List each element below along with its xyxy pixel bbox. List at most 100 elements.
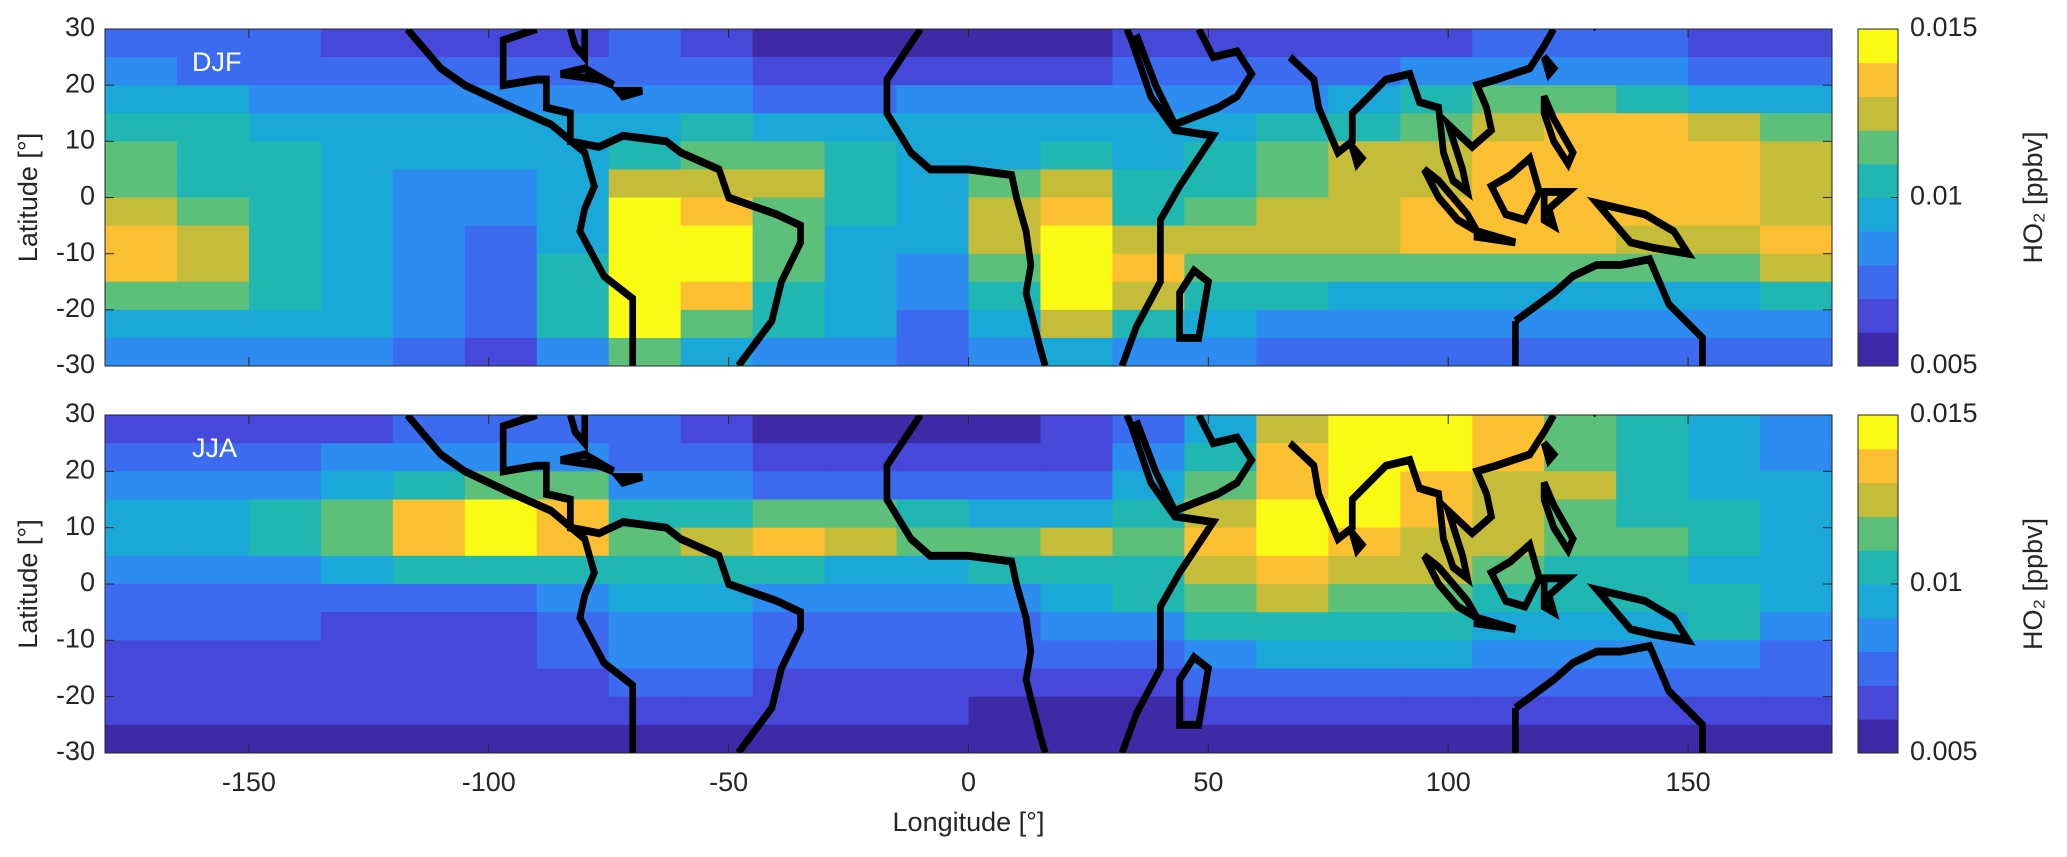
- heatmap-cell: [1184, 337, 1257, 366]
- heatmap-cell: [320, 29, 394, 58]
- heatmap-cell: [896, 281, 970, 311]
- heatmap-cell: [824, 197, 898, 227]
- heatmap-cell: [824, 696, 898, 726]
- heatmap-cell: [1760, 281, 1832, 311]
- heatmap-cell: [320, 253, 394, 283]
- heatmap-cell: [1256, 499, 1329, 529]
- heatmap-cell: [1544, 443, 1617, 472]
- heatmap-cell: [680, 443, 754, 472]
- heatmap-cell: [752, 337, 826, 366]
- heatmap-cell: [248, 640, 322, 670]
- heatmap-cell: [1616, 113, 1689, 142]
- heatmap-cell: [1472, 696, 1545, 726]
- heatmap-cell: [1688, 499, 1761, 529]
- heatmap-cell: [1184, 169, 1257, 199]
- heatmap-cell: [464, 724, 538, 753]
- heatmap-cell: [680, 668, 754, 698]
- heatmap-cell: [896, 113, 970, 142]
- heatmap-cell: [824, 337, 898, 366]
- heatmap-cell: [392, 141, 466, 171]
- heatmap-cell: [968, 584, 1042, 613]
- heatmap-cell: [536, 555, 610, 585]
- heatmap-cell: [1256, 527, 1329, 557]
- heatmap-cell: [1328, 281, 1401, 311]
- heatmap-cell: [464, 141, 538, 171]
- heatmap-cell: [1616, 668, 1689, 698]
- heatmap-cell: [1760, 225, 1832, 255]
- heatmap-cell: [1328, 696, 1401, 726]
- heatmap-cell: [1472, 309, 1545, 339]
- panel-label: DJF: [192, 47, 242, 77]
- heatmap-cell: [392, 85, 466, 114]
- heatmap-cell: [1040, 309, 1114, 339]
- heatmap-cell: [1112, 415, 1185, 444]
- heatmap-cell: [608, 555, 682, 585]
- heatmap-cell: [680, 113, 754, 142]
- heatmap-cell: [1616, 527, 1689, 557]
- heatmap-cell: [896, 640, 970, 670]
- heatmap-cell: [1688, 612, 1761, 641]
- heatmap-cell: [320, 527, 394, 557]
- heatmap-cell: [1256, 253, 1329, 283]
- heatmap-cell: [1688, 225, 1761, 255]
- heatmap-cell: [1688, 113, 1761, 142]
- heatmap-cell: [752, 527, 826, 557]
- heatmap-cell: [320, 584, 394, 613]
- heatmap-cell: [105, 471, 178, 501]
- heatmap-cell: [752, 113, 826, 142]
- colorbar-swatch: [1858, 62, 1898, 97]
- heatmap-cell: [680, 253, 754, 283]
- heatmap-cell: [105, 113, 178, 142]
- heatmap-cell: [1400, 415, 1473, 444]
- heatmap-cell: [248, 499, 322, 529]
- heatmap-cell: [752, 555, 826, 585]
- heatmap-cell: [1040, 555, 1114, 585]
- heatmap-cell: [1544, 57, 1617, 86]
- heatmap-cell: [1688, 527, 1761, 557]
- heatmap-cell: [248, 169, 322, 199]
- heatmap-cell: [896, 169, 970, 199]
- heatmap-cell: [1760, 415, 1832, 444]
- heatmap-cell: [1688, 415, 1761, 444]
- heatmap-cell: [824, 668, 898, 698]
- heatmap-cell: [824, 612, 898, 641]
- heatmap-cell: [824, 555, 898, 585]
- heatmap-cell: [1616, 141, 1689, 171]
- y-axis-label: Latitude [°]: [13, 519, 43, 648]
- heatmap-cell: [1688, 253, 1761, 283]
- heatmap-cell: [248, 141, 322, 171]
- heatmap-cell: [1544, 724, 1617, 753]
- heatmap-cell: [1688, 197, 1761, 227]
- heatmap-cell: [1544, 337, 1617, 366]
- heatmap-cell: [248, 612, 322, 641]
- heatmap-cell: [1328, 584, 1401, 613]
- heatmap-cell: [1760, 443, 1832, 472]
- heatmap-cell: [1400, 640, 1473, 670]
- heatmap-cell: [176, 499, 250, 529]
- heatmap-cell: [1472, 724, 1545, 753]
- heatmap-cell: [392, 253, 466, 283]
- y-tick-label: -10: [56, 623, 95, 653]
- heatmap-cell: [464, 309, 538, 339]
- heatmap-cell: [1256, 29, 1329, 58]
- heatmap-cell: [1184, 724, 1257, 753]
- heatmap-cell: [1112, 640, 1185, 670]
- heatmap-cell: [968, 113, 1042, 142]
- heatmap-cell: [320, 415, 394, 444]
- heatmap-cell: [680, 225, 754, 255]
- heatmap-cell: [1256, 724, 1329, 753]
- heatmap-cell: [1256, 281, 1329, 311]
- heatmap-cell: [1328, 113, 1401, 142]
- heatmap-cell: [968, 141, 1042, 171]
- heatmap-cell: [176, 555, 250, 585]
- heatmap-cell: [608, 169, 682, 199]
- heatmap-cell: [176, 640, 250, 670]
- heatmap-cell: [320, 443, 394, 472]
- heatmap-cell: [968, 471, 1042, 501]
- heatmap-cell: [680, 555, 754, 585]
- colorbar-swatch: [1858, 482, 1898, 517]
- heatmap-cell: [1400, 29, 1473, 58]
- heatmap-cell: [464, 612, 538, 641]
- y-tick-label: 10: [65, 124, 95, 154]
- heatmap-cell: [320, 309, 394, 339]
